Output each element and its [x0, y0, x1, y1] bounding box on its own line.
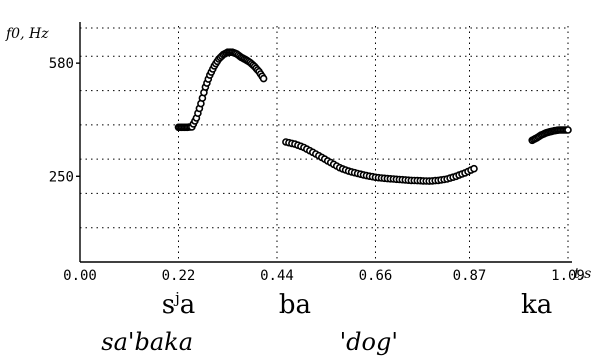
- f0-data-points: [174, 48, 572, 185]
- x-tick-label: 0.87: [453, 268, 487, 284]
- x-axis-label: t,s: [574, 266, 591, 282]
- x-tick-label: 0.66: [359, 268, 393, 284]
- x-tick-label: 0.44: [260, 268, 294, 284]
- gloss-labels: sa'baka 'dog': [101, 328, 398, 356]
- grid-lines: [80, 26, 569, 262]
- y-axis-label: f0, Hz: [5, 26, 49, 42]
- syllable-label: ba: [279, 290, 311, 320]
- x-tick-label: 1.09: [551, 268, 585, 284]
- syllable-label: ka: [521, 290, 552, 320]
- y-tick-label: 250: [49, 169, 74, 185]
- axis-ticks: 0.00 0.22 0.44 0.66 0.87 1.09 250 580: [49, 56, 585, 284]
- x-tick-label: 0.00: [63, 268, 97, 284]
- f0-point: [470, 164, 478, 173]
- gloss-label: 'dog': [340, 328, 398, 356]
- f0-point: [564, 126, 572, 134]
- syllable-labels: sja ba ka: [162, 289, 553, 320]
- y-tick-label: 580: [49, 56, 74, 72]
- syllable-label: sja: [162, 289, 196, 320]
- gloss-label: sa'baka: [101, 328, 193, 356]
- x-tick-label: 0.22: [162, 268, 196, 284]
- f0-point: [259, 74, 268, 83]
